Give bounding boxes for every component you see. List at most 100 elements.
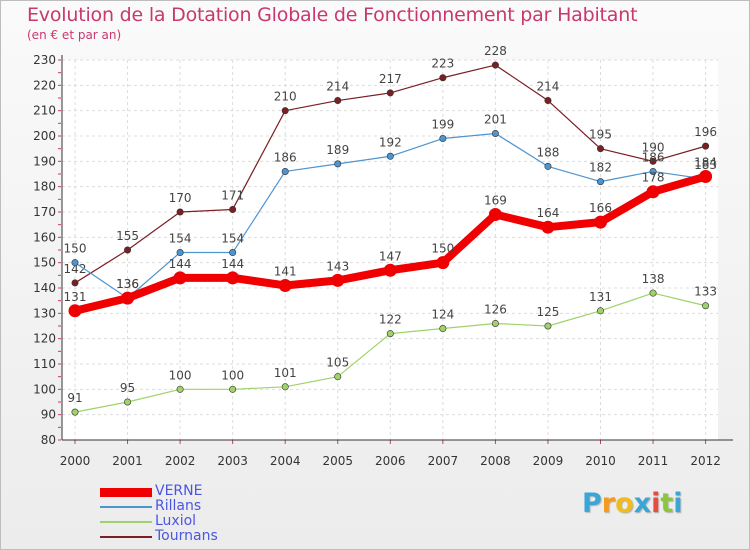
data-point (649, 157, 657, 165)
data-label: 195 (589, 128, 612, 142)
data-point (176, 249, 184, 257)
data-label: 170 (169, 191, 192, 205)
data-point (439, 74, 447, 82)
data-point (124, 246, 132, 254)
y-tick-label: 130 (33, 306, 56, 320)
data-label: 105 (326, 356, 349, 370)
data-label: 178 (642, 171, 665, 185)
data-label: 184 (694, 156, 717, 170)
y-tick-label: 180 (33, 180, 56, 194)
y-tick-label: 210 (33, 104, 56, 118)
data-point (596, 145, 604, 153)
y-tick-label: 110 (33, 357, 56, 371)
data-point (176, 385, 184, 393)
legend-swatch (100, 506, 152, 508)
x-tick-label: 2002 (165, 454, 196, 468)
data-label: 100 (221, 368, 244, 382)
data-label: 144 (169, 257, 192, 271)
data-label: 124 (431, 308, 454, 322)
data-point (229, 385, 237, 393)
legend-label: Luxiol (155, 513, 197, 529)
data-point (596, 307, 604, 315)
data-label: 131 (589, 290, 612, 304)
data-label: 228 (484, 44, 507, 58)
data-label: 183 (694, 158, 717, 172)
data-label: 136 (116, 277, 139, 291)
data-label: 101 (274, 366, 297, 380)
data-point (702, 302, 710, 310)
data-point (173, 271, 187, 285)
data-point (386, 152, 394, 160)
data-label: 100 (169, 368, 192, 382)
data-label: 150 (431, 242, 454, 256)
data-label: 138 (642, 272, 665, 286)
data-label: 150 (64, 242, 87, 256)
data-label: 166 (589, 201, 612, 215)
x-tick-label: 2006 (375, 454, 406, 468)
chart-title: Evolution de la Dotation Globale de Fonc… (27, 4, 638, 26)
data-point (439, 135, 447, 143)
data-point (334, 97, 342, 105)
data-label: 125 (536, 305, 559, 319)
legend-item-verne: VERNE (100, 483, 300, 499)
x-tick-label: 2005 (322, 454, 353, 468)
data-label: 210 (274, 90, 297, 104)
data-label: 126 (484, 302, 507, 316)
data-label: 188 (536, 145, 559, 159)
legend-item-luxiol: Luxiol (100, 513, 300, 529)
data-point (334, 160, 342, 168)
data-label: 169 (484, 194, 507, 208)
data-label: 144 (221, 257, 244, 271)
data-label: 192 (379, 135, 402, 149)
data-label: 199 (431, 118, 454, 132)
data-point (646, 185, 660, 199)
plot-area (62, 60, 718, 440)
data-point (702, 142, 710, 150)
y-tick-label: 220 (33, 78, 56, 92)
y-tick-label: 200 (33, 129, 56, 143)
x-tick-label: 2010 (585, 454, 616, 468)
y-tick-label: 80 (41, 433, 56, 447)
data-point (544, 97, 552, 105)
y-tick-label: 140 (33, 281, 56, 295)
y-tick-label: 170 (33, 205, 56, 219)
data-point (488, 208, 502, 222)
data-point (649, 167, 657, 175)
x-tick-label: 2011 (638, 454, 669, 468)
data-point (278, 278, 292, 292)
data-label: 95 (120, 381, 135, 395)
data-point (594, 215, 607, 229)
data-point (176, 208, 184, 216)
data-point (544, 162, 552, 170)
data-point (334, 373, 342, 381)
data-point (491, 319, 499, 327)
data-label: 136 (116, 277, 139, 291)
data-point (541, 220, 555, 234)
data-point (229, 249, 237, 257)
data-label: 164 (536, 206, 559, 220)
data-point (649, 289, 657, 297)
data-point (439, 325, 447, 333)
legend-swatch (100, 521, 152, 523)
y-tick-label: 90 (41, 408, 56, 422)
data-point (229, 205, 237, 213)
data-point (491, 129, 499, 137)
legend-swatch (100, 536, 152, 538)
data-label: 147 (379, 249, 402, 263)
data-point (71, 259, 79, 267)
y-tick-label: 190 (33, 154, 56, 168)
y-tick-label: 160 (33, 230, 56, 244)
data-point (386, 330, 394, 338)
data-label: 122 (379, 313, 402, 327)
x-tick-label: 2003 (217, 454, 248, 468)
data-label: 154 (169, 232, 192, 246)
data-point (699, 170, 713, 184)
x-tick-label: 2004 (270, 454, 301, 468)
legend-label: VERNE (155, 483, 203, 499)
data-point (71, 279, 79, 287)
x-tick-label: 2012 (690, 454, 721, 468)
legend-label: Tournans (155, 528, 218, 544)
data-point (226, 271, 240, 285)
data-label: 155 (116, 229, 139, 243)
x-tick-label: 2007 (428, 454, 459, 468)
